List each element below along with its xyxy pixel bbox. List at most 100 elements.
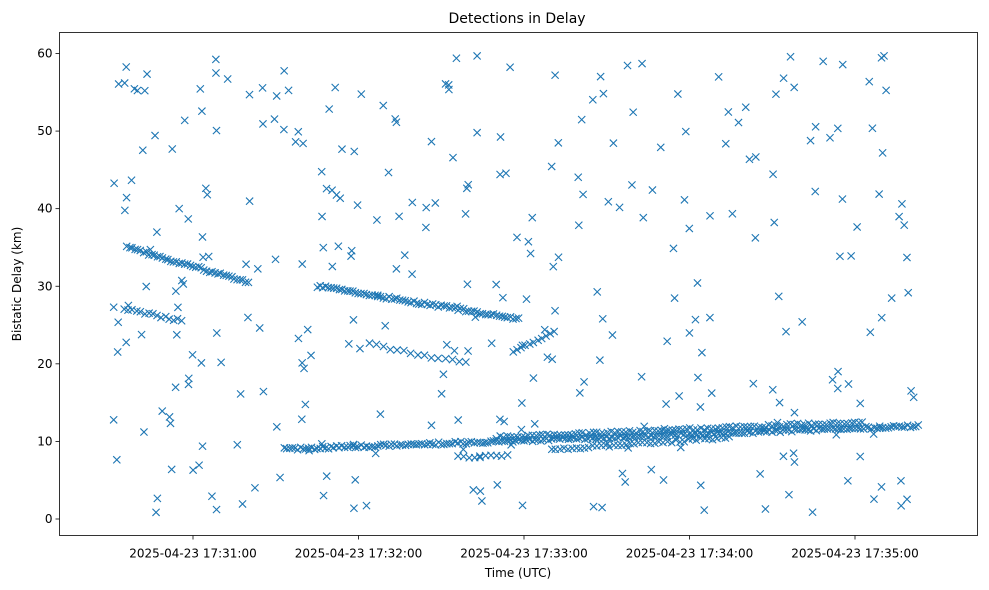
data-point [406,349,415,358]
data-point [721,139,730,148]
data-point [693,278,702,287]
data-point [305,446,314,455]
data-point [372,340,381,349]
data-point [746,422,755,431]
data-point [201,184,210,193]
data-point [194,262,203,271]
data-point [317,167,326,176]
data-point [745,155,754,164]
data-point [245,90,254,99]
data-point [427,421,436,430]
data-point [473,128,482,137]
data-point [360,289,368,298]
data-point [550,327,559,336]
data-point [399,346,408,355]
data-point [445,439,454,448]
data-point [513,345,522,354]
data-point [207,492,216,501]
data-point [685,328,694,337]
data-point [673,90,682,99]
data-point [452,54,461,63]
x-axis-label: Time (UTC) [484,566,551,580]
y-tick-label: 50 [37,124,52,138]
data-point [806,136,815,145]
data-point [546,329,555,338]
data-point [370,442,379,451]
data-point [204,252,213,261]
data-point [153,311,162,320]
data-point [454,416,463,425]
data-point [450,346,459,355]
data-point [554,138,563,147]
data-point [301,400,310,409]
data-point [811,420,820,429]
data-point [664,426,673,435]
data-point [833,419,842,428]
data-point [656,143,665,152]
data-point [321,444,330,453]
data-point [148,250,157,259]
data-point [818,420,827,429]
data-point [253,264,262,273]
data-point [158,407,167,416]
data-point [896,476,905,485]
data-point [386,345,395,354]
data-point [865,77,874,86]
data-point [408,198,417,207]
data-point [420,351,429,360]
data-point [353,201,362,210]
data-point [427,353,436,362]
data-point [552,434,561,443]
data-point [654,426,663,435]
data-point [203,190,212,199]
data-point [506,63,515,72]
data-point [236,389,245,398]
data-point [640,422,649,431]
data-point [167,465,176,474]
data-point [833,124,842,133]
data-point [500,313,509,322]
data-point [517,425,526,434]
data-point [878,148,887,157]
data-point [615,203,624,212]
data-point [372,215,381,224]
data-point [784,490,793,499]
data-point [408,270,417,279]
data-point [914,420,923,429]
data-point [492,437,501,446]
data-point [392,264,401,273]
data-point [376,410,385,419]
data-point [155,252,164,261]
data-point [647,465,656,474]
data-point [574,221,583,230]
data-point [395,212,404,221]
data-point [114,318,123,327]
data-point [835,252,844,261]
data-point [334,242,343,251]
data-point [317,439,326,448]
data-point [136,307,145,316]
data-point [553,431,562,440]
data-point [379,101,388,110]
data-point [632,428,640,437]
data-point [318,212,327,221]
data-point [357,90,366,99]
data-point [858,418,867,427]
data-point [152,228,161,237]
data-point [903,495,912,504]
data-point [384,168,393,177]
data-point [245,197,254,206]
data-point [671,435,680,444]
data-point [756,469,765,478]
data-point [272,422,281,431]
data-point [589,428,598,437]
data-point [470,307,479,316]
data-point [188,262,197,271]
data-point [711,425,720,434]
y-tick-label: 40 [37,202,52,216]
data-point [143,70,152,79]
data-point [422,203,431,212]
data-point [543,353,552,362]
data-point [428,300,437,308]
data-point [669,244,678,253]
